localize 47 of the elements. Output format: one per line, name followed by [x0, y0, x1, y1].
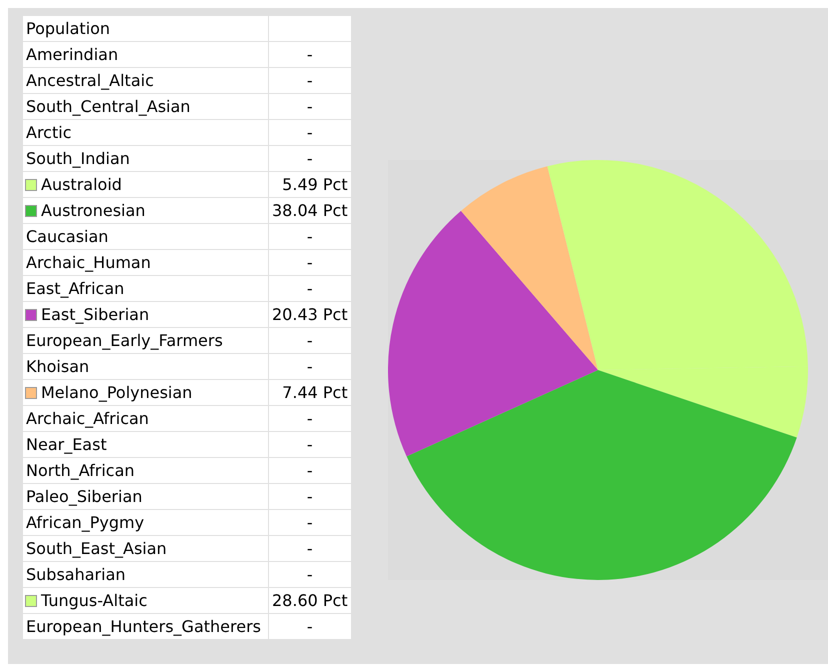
- category-label: Subsaharian: [26, 565, 126, 584]
- text: -: [306, 539, 313, 558]
- data-label: 38.04 Pct: [269, 198, 351, 223]
- category-label: Archaic_Human: [26, 253, 151, 272]
- data-label: 20.43 Pct: [269, 302, 351, 327]
- legend-label: Tungus-Altaic: [23, 588, 268, 613]
- text: -: [306, 227, 313, 246]
- category-label: Khoisan: [26, 357, 90, 376]
- text: -: [306, 45, 313, 64]
- category-label: South_Indian: [26, 149, 130, 168]
- text: -: [306, 331, 313, 350]
- text: -: [306, 149, 313, 168]
- data-label: 28.60 Pct: [269, 588, 351, 613]
- text: -: [306, 253, 313, 272]
- text: -: [306, 461, 313, 480]
- category-label: Archaic_African: [26, 409, 149, 428]
- category-label: Amerindian: [26, 45, 118, 64]
- category-label: South_East_Asian: [26, 539, 167, 558]
- category-label: European_Hunters_Gatherers: [26, 617, 261, 636]
- text: -: [306, 71, 313, 90]
- legend-label: Australoid: [23, 172, 268, 197]
- text: -: [306, 409, 313, 428]
- text: -: [306, 513, 313, 532]
- text: -: [306, 435, 313, 454]
- category-label: African_Pygmy: [26, 513, 144, 532]
- legend-label: East_Siberian: [23, 302, 268, 327]
- category-label: Near_East: [26, 435, 107, 454]
- text: -: [306, 123, 313, 142]
- category-label: Caucasian: [26, 227, 108, 246]
- legend-label: Melano_Polynesian: [23, 380, 268, 405]
- category-label: Arctic: [26, 123, 72, 142]
- category-label: Ancestral_Altaic: [26, 71, 154, 90]
- legend-title: Population: [23, 16, 268, 41]
- category-label: Paleo_Siberian: [26, 487, 142, 506]
- data-label: 7.44 Pct: [269, 380, 351, 405]
- text: -: [306, 617, 313, 636]
- category-label: European_Early_Farmers: [26, 331, 223, 350]
- text: -: [306, 279, 313, 298]
- category-label: East_African: [26, 279, 124, 298]
- data-label: 5.49 Pct: [269, 172, 351, 197]
- legend-label: Austronesian: [23, 198, 268, 223]
- text: -: [306, 357, 313, 376]
- category-label: South_Central_Asian: [26, 97, 190, 116]
- text: -: [306, 487, 313, 506]
- text: -: [306, 97, 313, 116]
- category-label: North_African: [26, 461, 135, 480]
- text: -: [306, 565, 313, 584]
